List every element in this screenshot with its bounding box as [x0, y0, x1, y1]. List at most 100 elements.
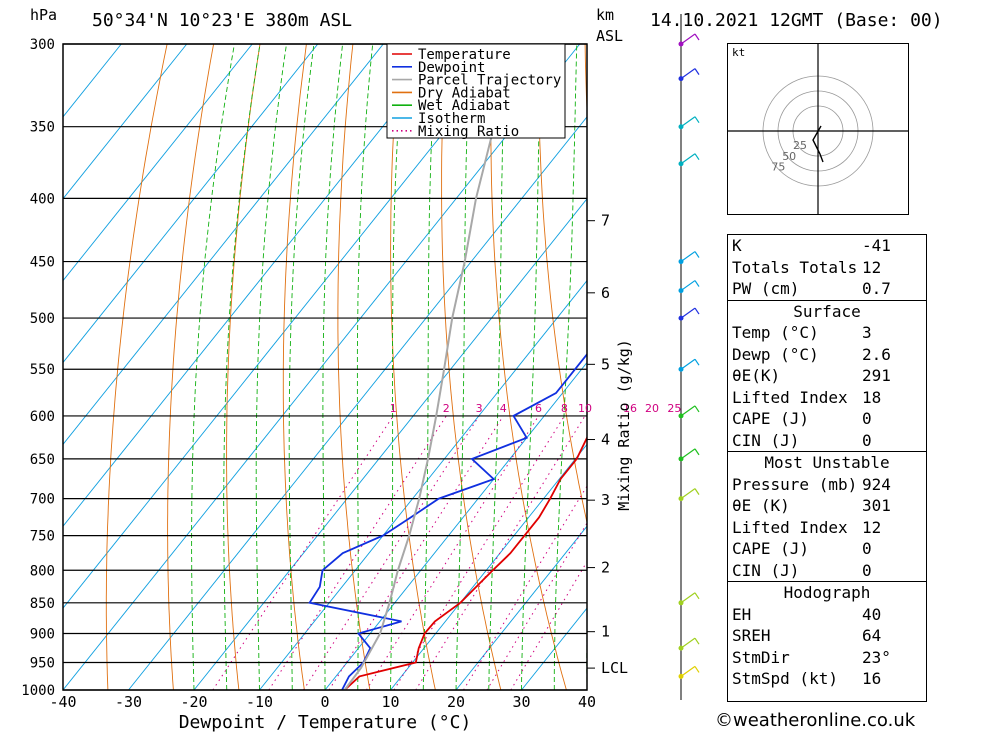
tt-value: 12	[862, 257, 882, 277]
wind-dot	[678, 673, 684, 679]
isotherm-line	[390, 443, 587, 690]
wind-dot	[678, 76, 684, 82]
dry-adiabat-line	[226, 44, 261, 690]
wind-barb	[680, 448, 696, 460]
legend-label: Isotherm	[418, 111, 485, 127]
datetime-title: 14.10.2021 12GMT (Base: 00)	[650, 10, 943, 31]
mixing-ratio-label: 4	[500, 402, 507, 415]
surface-temp-label: Temp (°C)	[732, 323, 819, 342]
legend-label: Wet Adiabat	[418, 98, 511, 114]
isotherm-line	[324, 361, 587, 690]
mixing-ratio-axis-label: Mixing Ratio (g/kg)	[615, 339, 633, 511]
isotherm-line	[63, 44, 384, 446]
isotherm-line	[128, 116, 587, 690]
pressure-tick-label: 700	[30, 492, 55, 508]
pressure-tick-label: 600	[30, 409, 55, 425]
temperature-tick-label: -30	[115, 693, 142, 711]
wind-dot	[678, 413, 684, 419]
mu-title: Most Unstable	[764, 453, 890, 472]
wind-barb	[680, 251, 696, 263]
dry-adiabat-line	[337, 44, 371, 690]
pressure-tick-label: 350	[30, 120, 55, 136]
hodograph-unit: kt	[732, 46, 746, 59]
location-title: 50°34'N 10°23'E 380m ASL	[92, 10, 353, 31]
hodograph-trace	[812, 125, 824, 163]
stmspd-label: StmSpd (kt)	[732, 669, 838, 688]
pressure-tick-label: 850	[30, 596, 55, 612]
mu-theta-value: 301	[862, 496, 891, 515]
isotherm-line	[63, 44, 450, 527]
mu-cape-value: 0	[862, 539, 872, 558]
pressure-lines	[63, 43, 587, 691]
wind-dot	[678, 366, 684, 372]
parcel-line	[343, 44, 516, 690]
hodograph-ring-label: 50	[782, 150, 796, 163]
legend-label: Temperature	[418, 47, 511, 63]
height-unit-asl: ASL	[596, 27, 624, 45]
isotherm-line	[193, 198, 587, 690]
eh-label: EH	[732, 604, 752, 624]
temperature-tick-label: 40	[578, 693, 596, 711]
surface-temp-value: 3	[862, 323, 872, 342]
temperature-tick-label: 20	[447, 693, 465, 711]
isotherm-line	[63, 44, 319, 364]
mixing-ratio-label: 20	[645, 402, 659, 415]
wind-barb-flag	[694, 33, 700, 41]
legend-box	[386, 43, 566, 139]
temperature-tick-label: -40	[49, 693, 76, 711]
wind-dot	[678, 288, 684, 294]
isotherm-line	[455, 525, 587, 690]
wind-dot	[678, 456, 684, 462]
mixing-ratio-label: 3	[476, 402, 483, 415]
wet-adiabat-line	[191, 44, 235, 690]
wind-barb	[680, 307, 696, 319]
wind-barb-flag	[694, 592, 700, 600]
wind-barb-flag	[694, 405, 700, 413]
wind-barb-flag	[694, 448, 700, 456]
indices-hodograph: Hodograph EH 40 SREH 64 StmDir 23° StmSpd (…	[728, 581, 926, 690]
pressure-unit: hPa	[30, 6, 58, 24]
hodograph-ring-label: 75	[771, 161, 785, 174]
x-axis-label: Dewpoint / Temperature (°C)	[179, 712, 472, 733]
surface-cin-value: 0	[862, 430, 872, 450]
surface-li-label: Lifted Index	[732, 387, 848, 407]
isotherm-line	[63, 44, 581, 690]
surface-cape-value: 0	[862, 409, 872, 428]
wet-adiabat-line	[223, 44, 261, 690]
pressure-tick-label: 550	[30, 362, 55, 378]
mu-cin-label: CIN (J)	[732, 560, 800, 580]
mu-li-value: 12	[862, 517, 882, 537]
pw-label: PW (cm)	[732, 279, 800, 298]
mixing-ratio-label: 25	[667, 402, 681, 415]
mixing-ratio-label: 8	[561, 402, 568, 415]
mixing-ratio-label: 2	[443, 402, 450, 415]
wind-dot	[678, 124, 684, 130]
legend-label: Parcel Trajectory	[418, 73, 561, 89]
tt-label: Totals Totals	[732, 257, 858, 277]
wind-dot	[678, 315, 684, 321]
dry-adiabat-line	[105, 44, 168, 690]
surface-cape-label: CAPE (J)	[732, 409, 810, 428]
wind-barb	[680, 637, 696, 649]
eh-value: 40	[862, 604, 882, 624]
hodograph-panel: 25 50 75 kt	[727, 43, 909, 215]
hodo-title: Hodograph	[783, 583, 871, 602]
wind-barbs	[678, 14, 700, 700]
temperature-tick-label: 0	[320, 693, 329, 711]
wind-barb	[680, 358, 696, 370]
wind-dot	[678, 496, 684, 502]
stmdir-label: StmDir	[732, 647, 790, 667]
wind-barb	[680, 153, 696, 165]
copyright[interactable]: ©weatheronline.co.uk	[715, 710, 916, 731]
pressure-tick-label: 800	[30, 563, 55, 579]
height-tick-label: 5	[601, 355, 610, 373]
mixing-ratio-line	[268, 415, 447, 690]
temperature-tick-label: 10	[381, 693, 399, 711]
isotherm-line	[63, 44, 122, 118]
pressure-tick-label: 1000	[21, 683, 55, 699]
sreh-value: 64	[862, 626, 882, 645]
pressure-tick-label: 300	[30, 37, 55, 53]
wet-adiabat-line	[488, 44, 507, 690]
